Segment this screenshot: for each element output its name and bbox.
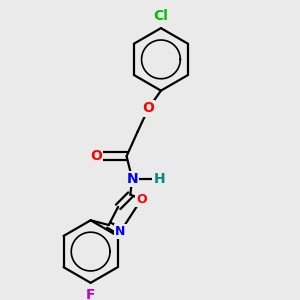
Text: O: O <box>90 149 102 163</box>
Text: F: F <box>86 288 95 300</box>
Text: Cl: Cl <box>154 9 168 23</box>
Text: H: H <box>154 172 165 186</box>
Text: N: N <box>126 172 138 186</box>
Text: N: N <box>115 225 125 239</box>
Text: O: O <box>142 101 154 116</box>
Text: O: O <box>136 193 147 206</box>
